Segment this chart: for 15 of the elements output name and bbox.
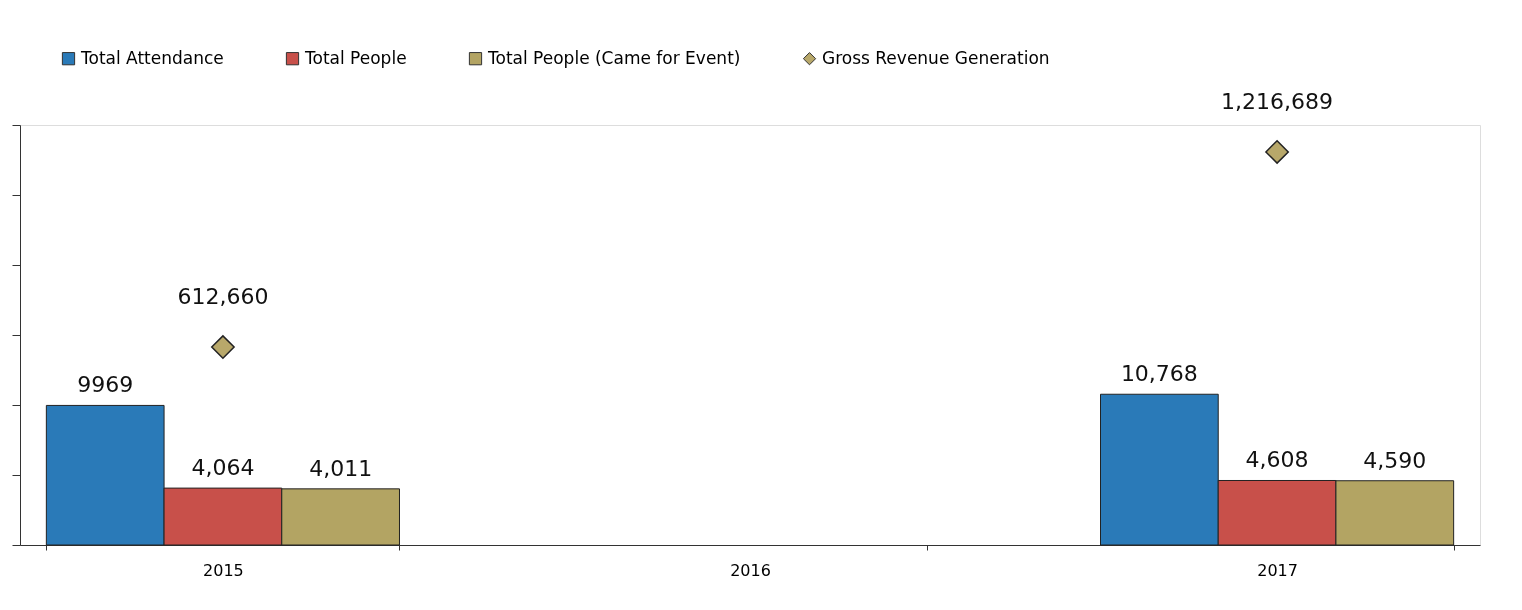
x-tick-label: 2016 [730,560,771,580]
data-label: 9969 [77,372,134,398]
legend-label: Total People (Came for Event) [487,47,741,68]
x-tick-label: 2017 [1257,560,1298,580]
data-label: 4,064 [191,455,255,481]
x-tick-label: 2015 [203,560,244,580]
data-label: 612,660 [177,284,269,310]
legend-label: Total People [304,47,407,68]
legend-label: Total Attendance [80,47,224,68]
data-label: 4,608 [1245,447,1309,473]
data-label: 4,590 [1363,447,1427,473]
data-label: 1,216,689 [1221,88,1334,114]
data-label: 10,768 [1120,361,1198,387]
data-label: 4,011 [309,455,373,481]
legend-label: Gross Revenue Generation [822,47,1050,68]
